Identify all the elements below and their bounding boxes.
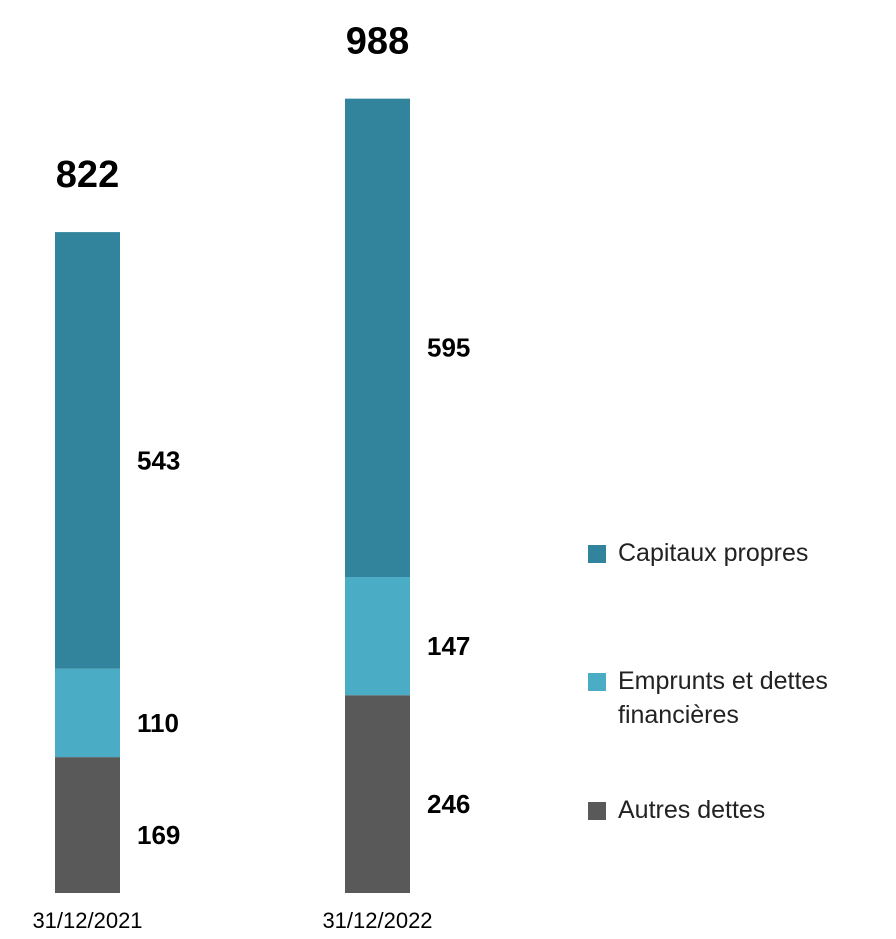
bar-segment [55, 232, 120, 669]
data-label: 246 [427, 789, 470, 819]
bar-segment [55, 668, 120, 758]
legend-label: Capitaux propres [618, 539, 809, 567]
bar-segment [345, 98, 410, 578]
bar-segment [345, 695, 410, 893]
bar-segment [345, 577, 410, 696]
legend-label: Emprunts et dettes financières [618, 667, 828, 729]
bar-segment [55, 757, 120, 893]
total-label: 988 [346, 21, 409, 63]
total-label: 822 [56, 154, 119, 196]
legend-label: Autres dettes [618, 796, 766, 824]
x-tick-label: 31/12/2021 [32, 908, 142, 933]
legend-swatch [588, 545, 606, 563]
data-label: 543 [137, 445, 180, 475]
legend-swatch [588, 802, 606, 820]
data-label: 595 [427, 333, 470, 363]
data-label: 110 [137, 708, 179, 738]
data-label: 147 [427, 631, 470, 661]
x-tick-label: 31/12/2022 [322, 908, 432, 933]
data-label: 169 [137, 820, 180, 850]
legend-swatch [588, 673, 606, 691]
